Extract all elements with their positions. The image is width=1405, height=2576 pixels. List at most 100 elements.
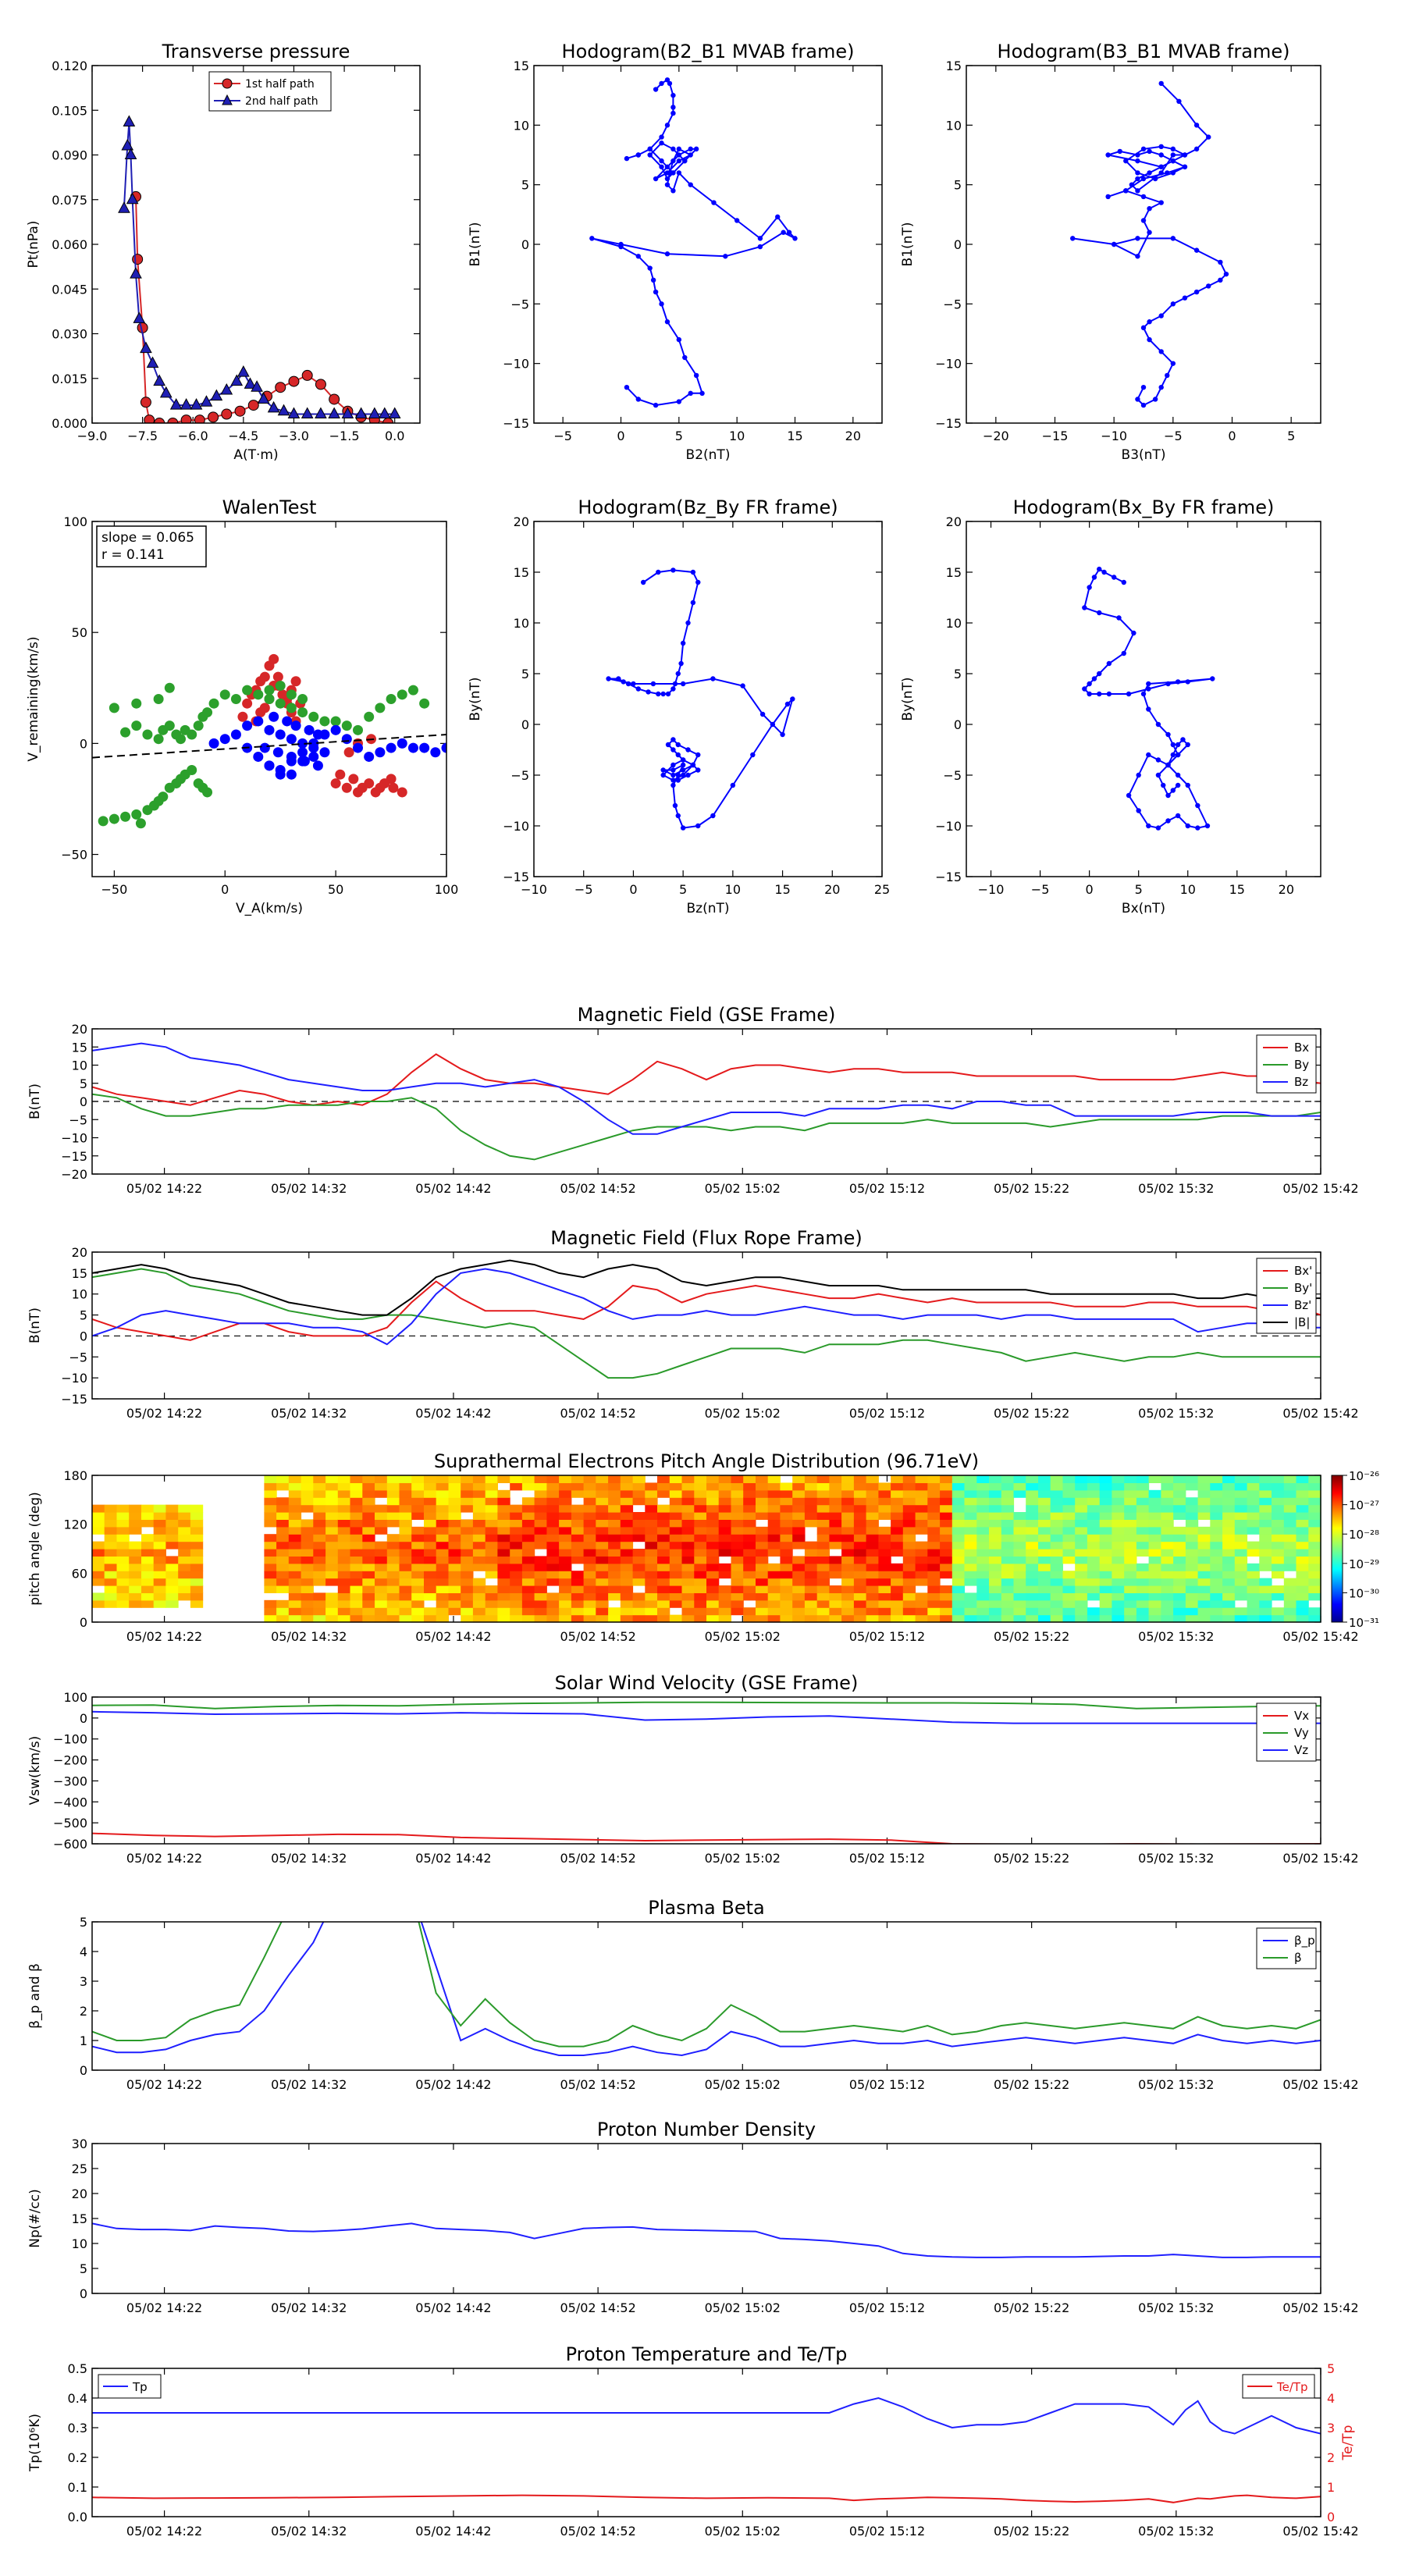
pad-cell xyxy=(350,1614,363,1623)
hodogram-bx-by-point xyxy=(1175,772,1181,778)
hodogram-b2-b1-point xyxy=(688,152,693,158)
plasma-beta-legend-box xyxy=(1256,1927,1317,1969)
transverse-pressure-point xyxy=(244,377,257,389)
hodogram-bx-by-ytick-label: −10 xyxy=(935,819,962,834)
proton-temperature-time-label: 05/02 15:32 xyxy=(1138,2524,1214,2539)
pad-cell xyxy=(337,1571,351,1579)
pad-cell xyxy=(1099,1519,1112,1528)
pad-cell xyxy=(583,1556,596,1564)
pad-cell xyxy=(731,1526,744,1535)
pad-cell xyxy=(694,1504,707,1513)
pad-cell xyxy=(461,1497,474,1506)
walen-test-point xyxy=(335,769,346,780)
pad-cell xyxy=(386,1482,400,1491)
pad-cell xyxy=(1234,1526,1248,1535)
pad-cell xyxy=(681,1592,695,1601)
pad-cell xyxy=(301,1526,314,1535)
pad-cell xyxy=(436,1592,449,1601)
transverse-pressure-point xyxy=(130,267,142,279)
pad-cell xyxy=(841,1512,855,1520)
mag-fr-series-2-group xyxy=(92,1268,1321,1346)
walen-test-point xyxy=(253,716,264,727)
pad-cell xyxy=(1038,1519,1051,1528)
pad-cell xyxy=(264,1512,277,1520)
pad-cell xyxy=(288,1578,302,1586)
mag-gse-panel: Magnetic Field (GSE Frame)−20−15−10−5051… xyxy=(27,1004,1359,1196)
pad-cell xyxy=(645,1563,658,1571)
pad-cell xyxy=(288,1592,302,1601)
pad-cell xyxy=(190,1519,204,1528)
solar-wind-series-1-line xyxy=(92,1701,1321,1710)
pad-cell xyxy=(546,1526,560,1535)
pad-cell xyxy=(485,1519,498,1528)
pad-cell xyxy=(596,1519,609,1528)
pad-cell xyxy=(1124,1526,1137,1535)
pad-cell xyxy=(1296,1599,1309,1608)
pad-cell xyxy=(276,1541,290,1550)
pad-cell xyxy=(1112,1585,1125,1593)
pad-cell xyxy=(1296,1614,1309,1623)
pad-cell xyxy=(559,1512,572,1520)
pad-cell xyxy=(1050,1556,1063,1564)
solar-wind-panel: Solar Wind Velocity (GSE Frame)−600−500−… xyxy=(27,1672,1359,1866)
pad-cell xyxy=(1197,1549,1211,1557)
pad-cell xyxy=(1210,1526,1223,1535)
pad-ytick-label: 60 xyxy=(72,1566,87,1581)
pad-cell xyxy=(571,1519,585,1528)
hodogram-b3-b1-point xyxy=(1193,247,1200,253)
pad-cell xyxy=(1247,1592,1260,1601)
pad-cell xyxy=(1234,1534,1248,1542)
hodogram-b2-b1-xtick-label: −5 xyxy=(553,429,572,443)
pad-cell xyxy=(1026,1599,1039,1608)
pad-cell xyxy=(190,1571,204,1579)
pad-cell xyxy=(964,1482,977,1491)
pad-cell xyxy=(571,1489,585,1498)
pad-cell xyxy=(731,1585,744,1593)
pad-cell xyxy=(362,1512,375,1520)
pad-cell xyxy=(497,1489,510,1498)
pad-cell xyxy=(1001,1578,1015,1586)
pad-cell xyxy=(313,1549,326,1557)
hodogram-bz-by-point xyxy=(675,772,681,778)
pad-cell xyxy=(1001,1599,1015,1608)
transverse-pressure-point xyxy=(123,115,136,127)
pad-cell xyxy=(927,1512,941,1520)
pad-cell xyxy=(964,1592,977,1601)
pad-cell xyxy=(878,1534,891,1542)
pad-cell xyxy=(362,1482,375,1491)
pad-cell xyxy=(743,1585,756,1593)
pad-cell xyxy=(337,1482,351,1491)
pad-cell xyxy=(1087,1519,1101,1528)
pad-cell xyxy=(301,1475,314,1483)
pad-cell xyxy=(1173,1599,1186,1608)
proton-density-series-0-line xyxy=(92,2222,1321,2258)
pad-cell xyxy=(608,1489,621,1498)
walen-test-point xyxy=(297,747,308,758)
pad-cell xyxy=(645,1489,658,1498)
pad-cell xyxy=(559,1614,572,1623)
pad-cell xyxy=(510,1563,523,1571)
pad-cell xyxy=(153,1512,166,1520)
proton-density-time-label: 05/02 15:32 xyxy=(1138,2300,1214,2315)
mag-gse-ytick-label: 10 xyxy=(72,1059,87,1073)
pad-cell xyxy=(804,1578,818,1586)
pad-cell xyxy=(1283,1556,1297,1564)
pad-cell xyxy=(681,1534,695,1542)
pad-cell xyxy=(853,1614,867,1623)
pad-cell xyxy=(866,1475,879,1483)
walen-test-point xyxy=(131,720,142,731)
pad-cell xyxy=(325,1614,339,1623)
pad-cell xyxy=(878,1614,891,1623)
pad-cell xyxy=(1124,1607,1137,1616)
transverse-pressure-point xyxy=(315,407,327,419)
pad-cell xyxy=(116,1563,130,1571)
pad-cell xyxy=(1210,1614,1223,1623)
hodogram-b2-b1-point xyxy=(664,182,670,187)
pad-cell xyxy=(1112,1571,1125,1579)
pad-cell xyxy=(1210,1541,1223,1550)
pad-colorbar-label: 10⁻³⁰ xyxy=(1349,1586,1379,1600)
mag-fr-time-label: 05/02 14:42 xyxy=(415,1406,491,1421)
pad-cell xyxy=(1283,1563,1297,1571)
hodogram-b3-b1-point xyxy=(1158,152,1164,158)
